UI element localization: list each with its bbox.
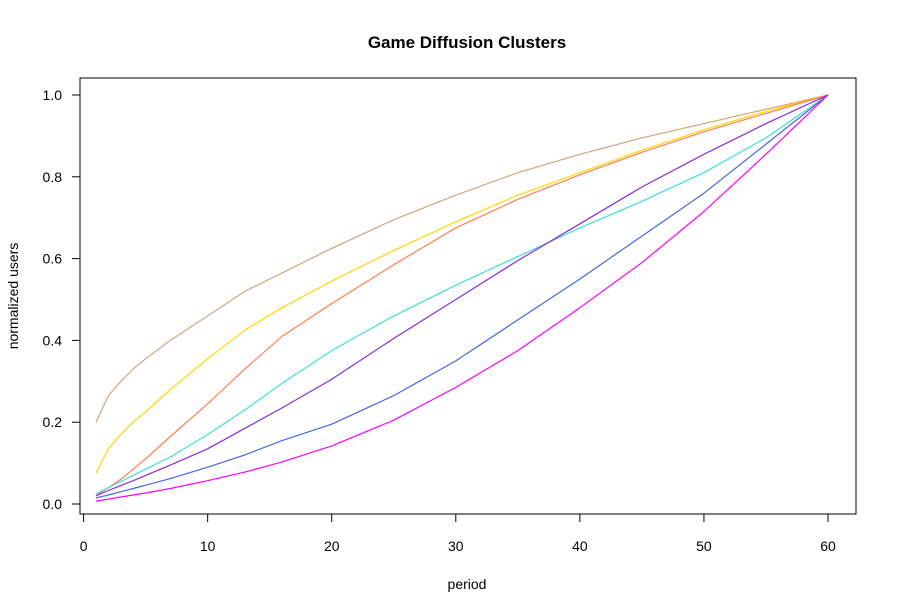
y-tick-label: 0.8 [43, 169, 63, 185]
series-line-2 [95, 94, 829, 474]
y-tick-label: 1.0 [43, 87, 63, 103]
chart-title: Game Diffusion Clusters [368, 33, 566, 52]
y-axis-label: normalized users [5, 243, 21, 350]
series-group [95, 94, 829, 502]
x-tick-label: 50 [696, 538, 712, 554]
y-tick-label: 0.4 [43, 332, 63, 348]
series-line-1 [95, 94, 829, 423]
series-line-3 [95, 94, 829, 497]
series-line-7 [95, 94, 829, 502]
x-tick-label: 10 [200, 538, 216, 554]
x-tick-label: 0 [80, 538, 88, 554]
plot-area [79, 77, 857, 515]
series-line-4 [95, 94, 829, 495]
y-axis: 0.0 0.2 0.4 0.6 0.8 1.0 [43, 87, 81, 512]
x-tick-label: 40 [572, 538, 588, 554]
x-tick-label: 60 [820, 538, 836, 554]
x-axis-label: period [448, 576, 487, 592]
series-line-6 [95, 94, 829, 499]
y-tick-label: 0.6 [43, 251, 63, 267]
x-axis: 0 10 20 30 40 50 60 [80, 513, 836, 554]
y-tick-label: 0.0 [43, 496, 63, 512]
series-line-5 [95, 94, 829, 497]
x-tick-label: 20 [324, 538, 340, 554]
y-tick-label: 0.2 [43, 414, 63, 430]
x-tick-label: 30 [448, 538, 464, 554]
